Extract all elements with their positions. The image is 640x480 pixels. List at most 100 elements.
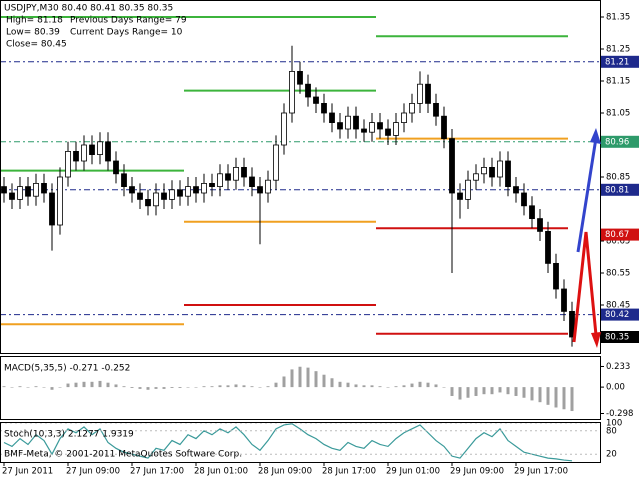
candle-body	[17, 186, 23, 200]
prev-range-text: Previous Days Range= 79	[70, 16, 187, 26]
up-arrow	[576, 137, 598, 253]
macd-bar	[234, 384, 238, 388]
candle-body	[281, 112, 287, 146]
candle-body	[537, 218, 543, 232]
macd-bar	[66, 383, 70, 388]
macd-bar	[378, 386, 382, 388]
x-tick-label: 29 Jun 09:00	[450, 467, 504, 477]
candle-body	[217, 173, 223, 188]
macd-bar	[34, 386, 38, 388]
candle-body	[177, 189, 183, 197]
level-label: 81.21	[605, 57, 629, 67]
level-box	[601, 135, 639, 148]
candle-body	[249, 176, 255, 188]
level-label: 80.42	[605, 310, 629, 320]
candle-body	[153, 192, 159, 207]
macd-bar	[410, 383, 414, 388]
high-text: High= 81.18	[6, 16, 63, 26]
candle-body	[409, 103, 415, 114]
candle-body	[105, 141, 111, 162]
candle-body	[161, 192, 167, 200]
macd-bar	[434, 384, 438, 388]
level-label: 80.35	[605, 333, 629, 343]
close-text: Close= 80.45	[6, 40, 67, 50]
candle-body	[233, 166, 239, 181]
candle-body	[417, 83, 423, 104]
macd-bar	[154, 387, 158, 389]
candle-body	[137, 192, 143, 200]
x-tick-label: 27 Jun 17:00	[130, 467, 184, 477]
candle-body	[145, 198, 151, 207]
macd-bar	[170, 387, 174, 388]
candle-body	[361, 128, 367, 133]
macd-bar	[482, 387, 486, 395]
level-box	[601, 308, 639, 321]
macd-bar	[466, 387, 470, 398]
candle-body	[377, 122, 383, 130]
macd-bar	[122, 386, 126, 388]
candle-body	[465, 179, 471, 200]
macd-bar	[490, 387, 494, 395]
macd-bar	[226, 385, 230, 388]
y-tick-label: 80.55	[606, 269, 630, 279]
plot-layer: 81.35 81.25 81.15 81.05 80.85 80.65 80.55 80.45	[0, 13, 630, 462]
x-tick-label: 29 Jun 01:00	[386, 467, 440, 477]
candle-body	[49, 192, 55, 226]
candle-body	[25, 186, 31, 197]
candle-body	[121, 173, 127, 188]
macd-bar	[522, 387, 526, 398]
candle-body	[449, 138, 455, 194]
macd-bar	[114, 384, 118, 388]
candle-body	[185, 186, 191, 197]
candle-body	[513, 186, 519, 194]
stoch-panel-frame	[0, 422, 601, 463]
candle-body	[489, 166, 495, 178]
candle-body	[305, 83, 311, 98]
macd-label: MACD(5,35,5) -0.271 -0.252	[4, 364, 130, 374]
candle-body	[97, 141, 103, 156]
macd-bar	[370, 385, 374, 388]
macd-bar	[2, 386, 6, 388]
candle-body	[41, 182, 47, 194]
candle-body	[113, 160, 119, 175]
stoch-line	[3, 423, 573, 462]
macd-bar	[530, 387, 534, 401]
macd-bar	[250, 386, 254, 388]
x-tick-label: 28 Jun 09:00	[258, 467, 312, 477]
candle-body	[241, 166, 247, 178]
y-tick-label: 80.85	[606, 173, 630, 183]
macd-bar	[322, 374, 326, 388]
macd-bar	[74, 382, 78, 388]
macd-bar	[282, 376, 286, 388]
x-tick-label: 27 Jun 09:00	[66, 467, 120, 477]
macd-bar	[306, 367, 310, 388]
macd-bar	[90, 381, 94, 388]
up-arrowhead	[590, 128, 601, 144]
macd-tick-label: 0.00	[606, 383, 625, 393]
macd-bar	[138, 387, 142, 389]
macd-bar	[450, 387, 454, 396]
candle-body	[345, 115, 351, 130]
macd-bar	[42, 387, 46, 388]
macd-bar	[58, 387, 62, 388]
symbol-line: USDJPY,M30 80.40 80.41 80.35 80.35	[4, 4, 173, 14]
level-label: 80.81	[605, 185, 629, 195]
macd-panel-frame	[0, 356, 601, 420]
candle-body	[433, 103, 439, 117]
y-tick-label: 80.65	[606, 237, 630, 247]
candle-body	[289, 71, 295, 114]
candle-body	[385, 128, 391, 136]
macd-bar	[298, 366, 302, 388]
macd-bar	[426, 382, 430, 388]
macd-bar	[82, 381, 86, 388]
candle-body	[81, 144, 87, 162]
candle-body	[369, 122, 375, 133]
candle-body	[353, 115, 359, 130]
macd-bar	[202, 386, 206, 388]
level-box	[601, 55, 639, 68]
macd-bar	[274, 382, 278, 388]
candle-body	[89, 144, 95, 156]
macd-bar	[386, 387, 390, 388]
candle-body	[329, 112, 335, 124]
